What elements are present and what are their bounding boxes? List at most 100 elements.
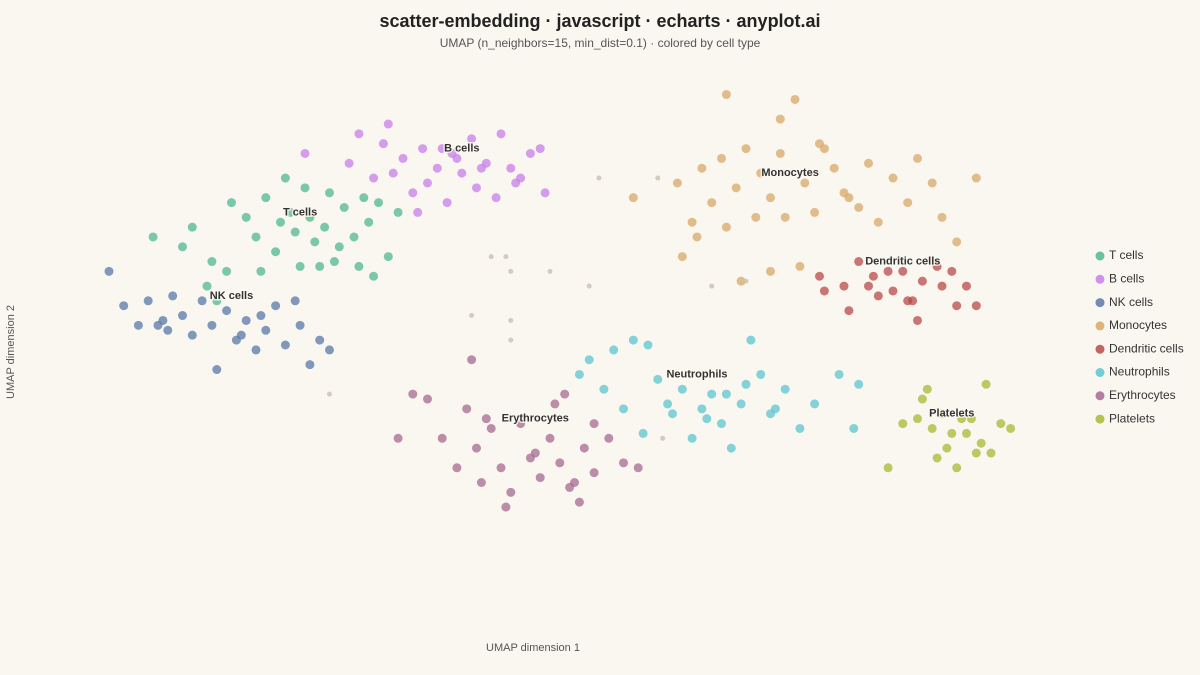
legend-marker [1095, 298, 1105, 308]
point [305, 212, 315, 222]
point [660, 435, 666, 441]
point [178, 311, 187, 321]
point [721, 90, 731, 100]
point [971, 448, 981, 458]
point [888, 286, 898, 296]
point [329, 257, 339, 267]
point [854, 203, 864, 212]
point [864, 281, 873, 291]
point [579, 443, 589, 453]
point [491, 193, 501, 203]
point [589, 468, 599, 478]
point [486, 423, 496, 433]
point [932, 261, 942, 271]
legend-marker [1095, 368, 1105, 377]
point [437, 144, 447, 154]
point [854, 257, 864, 267]
point [530, 448, 540, 458]
point [354, 261, 364, 271]
point [721, 389, 731, 399]
point [1006, 423, 1016, 433]
point [413, 207, 423, 217]
point [290, 296, 300, 306]
point [775, 114, 785, 124]
point [398, 153, 408, 163]
point [917, 276, 927, 286]
point [800, 178, 810, 188]
point [295, 320, 305, 330]
point [756, 168, 766, 178]
point [469, 313, 475, 319]
point [325, 188, 334, 198]
point [378, 139, 388, 149]
point [903, 198, 913, 208]
legend-label: T cells [1109, 248, 1143, 262]
point [619, 458, 628, 468]
y-axis-label: UMAP dimension 2 [5, 305, 17, 399]
point [697, 163, 707, 173]
chart-title: scatter-embedding · javascript · echarts… [379, 11, 820, 31]
point [364, 217, 374, 227]
point [506, 487, 516, 497]
point [596, 175, 602, 181]
point [619, 404, 628, 414]
legend-marker [1095, 391, 1105, 401]
point [508, 268, 514, 274]
point [222, 306, 232, 316]
point [501, 502, 511, 512]
point [819, 286, 829, 296]
point [560, 389, 570, 399]
point [952, 301, 962, 311]
point [320, 222, 330, 232]
point [957, 414, 967, 424]
point [672, 178, 682, 188]
point [966, 414, 976, 424]
point [236, 330, 246, 340]
cluster-label: Dendritic cells [865, 255, 940, 267]
point [251, 232, 261, 242]
point [888, 173, 898, 183]
point [574, 369, 584, 379]
point [457, 168, 467, 178]
point [153, 320, 163, 330]
point [996, 419, 1006, 429]
point [547, 268, 553, 274]
legend-label: B cells [1109, 271, 1144, 285]
point [418, 144, 428, 154]
point [790, 94, 800, 104]
point [766, 266, 775, 276]
legend-label: Platelets [1109, 411, 1155, 425]
point [844, 306, 854, 316]
legend-label: Monocytes [1109, 318, 1167, 332]
point [971, 173, 981, 183]
point [643, 340, 653, 350]
point [285, 207, 295, 217]
point [462, 404, 472, 414]
point [922, 384, 932, 394]
point [280, 340, 290, 350]
point [393, 433, 403, 443]
point [829, 163, 839, 173]
point [178, 242, 187, 252]
point [315, 335, 325, 345]
point [325, 345, 334, 355]
point [873, 217, 883, 227]
point [726, 443, 736, 453]
point [692, 232, 702, 242]
point [241, 315, 251, 325]
point [741, 379, 751, 389]
point [506, 163, 516, 173]
point [481, 414, 491, 424]
point [947, 266, 957, 276]
point [119, 301, 129, 311]
point [383, 252, 393, 262]
point [334, 242, 344, 252]
point [927, 178, 937, 188]
point [709, 283, 715, 289]
point [227, 198, 236, 208]
point [212, 296, 222, 306]
point [868, 271, 878, 281]
point [942, 443, 952, 453]
point [143, 296, 153, 306]
point [207, 320, 217, 330]
